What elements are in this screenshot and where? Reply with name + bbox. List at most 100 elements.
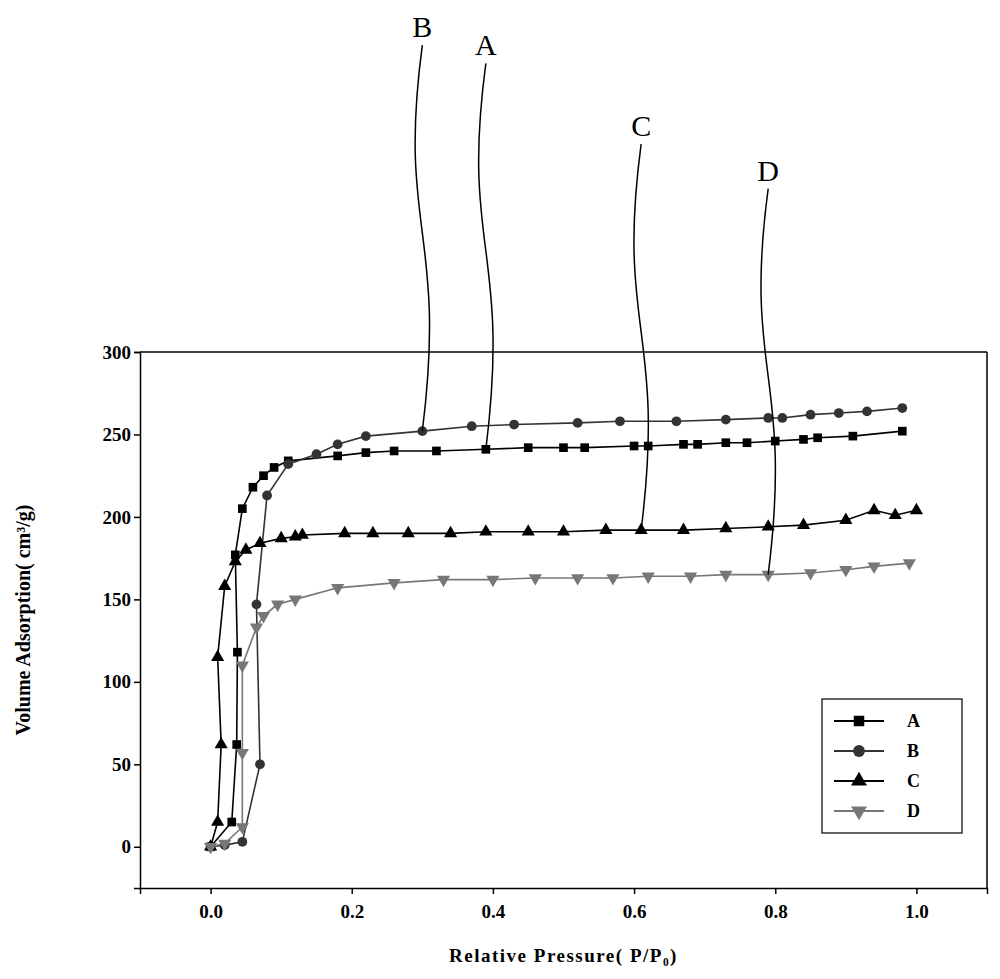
tick-mark (493, 888, 495, 894)
series-line (211, 408, 903, 847)
marker (479, 524, 492, 535)
marker (719, 571, 732, 582)
marker (271, 601, 284, 612)
marker (834, 408, 844, 418)
legend-marker (853, 745, 865, 757)
marker (813, 433, 822, 442)
marker (259, 471, 268, 480)
marker (296, 527, 309, 538)
marker (529, 574, 542, 585)
tick: 300 (103, 342, 141, 363)
marker (333, 439, 343, 449)
marker (239, 542, 252, 553)
tick: 0.4 (482, 888, 506, 922)
marker (743, 438, 752, 447)
marker (283, 459, 293, 469)
marker (722, 438, 731, 447)
tick-label: 1.0 (905, 901, 929, 922)
tick-label: 200 (103, 507, 132, 528)
marker (719, 521, 732, 532)
series-line (211, 563, 910, 847)
tick-mark (134, 517, 140, 519)
marker (889, 508, 902, 519)
chart: 0.00.20.40.60.81.0050100150200250300Rela… (0, 0, 1000, 979)
marker (275, 531, 288, 542)
marker (630, 442, 639, 451)
marker (910, 503, 923, 514)
legend: ABCD (822, 699, 962, 833)
tick-mark (134, 682, 140, 684)
tick-mark (775, 888, 777, 894)
frame (986, 352, 988, 888)
tick-label: 0.6 (623, 901, 647, 922)
x-axis-title: Relative Pressure( P/P₀) (449, 945, 678, 967)
marker (218, 579, 231, 590)
marker (672, 416, 682, 426)
series-line (211, 510, 917, 846)
tick-label: 100 (103, 671, 132, 692)
tick-mark (134, 764, 140, 766)
marker (763, 413, 773, 423)
marker (257, 612, 270, 623)
marker (444, 526, 457, 537)
marker (467, 421, 477, 431)
tick: 250 (103, 424, 141, 445)
marker (522, 524, 535, 535)
marker (262, 491, 272, 501)
tick-label: 300 (103, 342, 132, 363)
marker (804, 569, 817, 580)
marker (237, 837, 247, 847)
x-axis: 0.00.20.40.60.81.0 (141, 888, 988, 922)
tick: 0.2 (340, 888, 364, 922)
marker (867, 503, 880, 514)
tick-mark (134, 434, 140, 436)
marker (615, 416, 625, 426)
marker (806, 410, 816, 420)
marker (331, 584, 344, 595)
tick-mark (352, 888, 354, 894)
marker (249, 483, 258, 492)
marker (642, 572, 655, 583)
axis-line (134, 353, 141, 889)
tick: 0.6 (623, 888, 647, 922)
leader-line (479, 63, 493, 449)
marker (218, 840, 231, 851)
marker (797, 518, 810, 529)
marker (849, 432, 858, 441)
legend-marker (851, 772, 867, 786)
marker (229, 554, 242, 565)
marker (211, 650, 224, 661)
marker (204, 843, 217, 854)
tick: 0.8 (764, 888, 788, 922)
marker (679, 440, 688, 449)
marker (509, 420, 519, 430)
marker (599, 523, 612, 534)
tick-mark (134, 847, 140, 849)
marker (903, 559, 916, 570)
marker (215, 737, 228, 748)
marker (236, 749, 249, 760)
tick: 1.0 (905, 888, 929, 922)
tick-label: 0.4 (482, 901, 506, 922)
marker (799, 435, 808, 444)
tick: 0 (122, 836, 141, 857)
marker (437, 576, 450, 587)
tick-mark (210, 888, 212, 894)
legend-label: A (907, 711, 920, 731)
marker (227, 818, 236, 827)
marker (580, 443, 589, 452)
legend-label: C (907, 771, 920, 791)
marker (250, 624, 263, 635)
tick: 50 (112, 754, 140, 775)
marker (236, 662, 249, 673)
marker (897, 403, 907, 413)
tick-mark (634, 888, 636, 894)
marker (606, 574, 619, 585)
marker (362, 448, 371, 457)
tick-mark (134, 352, 140, 354)
tick: 150 (103, 589, 141, 610)
marker (211, 814, 224, 825)
marker (270, 463, 279, 472)
marker (571, 574, 584, 585)
tick: 200 (103, 507, 141, 528)
